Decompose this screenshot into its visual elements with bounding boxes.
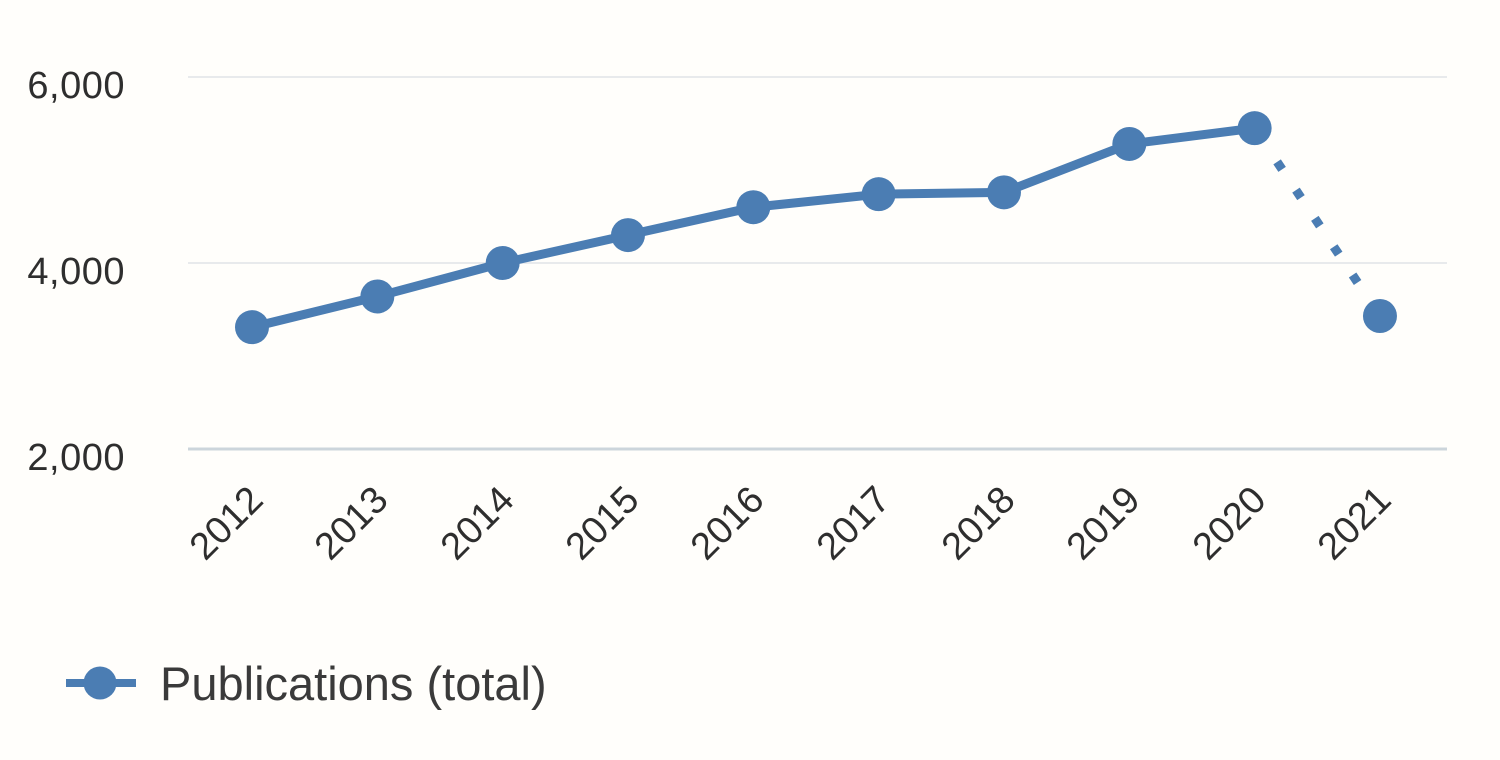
data-point-2017 xyxy=(861,177,896,212)
data-point-2019 xyxy=(1112,126,1147,161)
data-point-2012 xyxy=(235,310,269,345)
data-point-2013 xyxy=(360,279,395,314)
data-point-2020 xyxy=(1237,111,1272,146)
series-marker-icon xyxy=(66,666,136,700)
series-line xyxy=(247,123,1260,332)
data-point-2014 xyxy=(485,246,520,280)
data-point-2016 xyxy=(736,190,771,225)
data-point-2015 xyxy=(610,218,645,253)
legend-item-label: Publications (total) xyxy=(160,656,547,710)
data-point-2018 xyxy=(986,175,1021,210)
y-axis-tick-label-6000: 6,000 xyxy=(27,65,125,107)
legend: Publications (total) xyxy=(66,650,547,716)
series-dashed-segment xyxy=(1250,125,1384,319)
y-axis-tick-label-2000: 2,000 xyxy=(27,437,125,479)
data-point-2021 xyxy=(1362,299,1397,334)
y-axis-tick-label-4000: 4,000 xyxy=(27,251,125,293)
